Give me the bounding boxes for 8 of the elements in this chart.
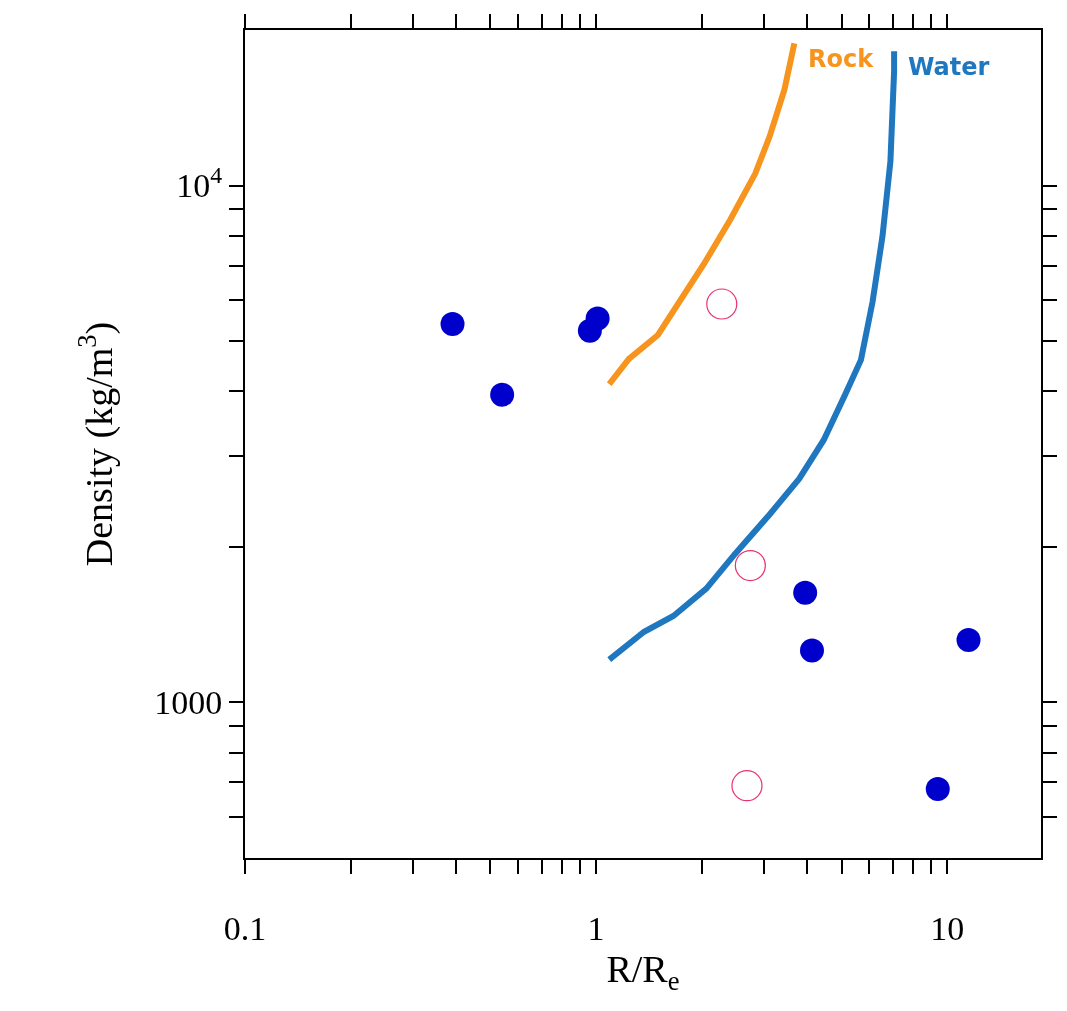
y-tick-label: 1000: [154, 684, 223, 722]
x-tick-label: 0.1: [223, 909, 267, 947]
x-tick-label: 1: [587, 909, 605, 947]
y-tick-label: 10$^{4}$: [176, 162, 223, 205]
series-label: Rock: [808, 45, 875, 73]
x-axis-title: R/R$_{e}$: [606, 948, 680, 997]
series-label: Water: [908, 53, 990, 81]
x-tick-label: 10: [930, 909, 965, 947]
